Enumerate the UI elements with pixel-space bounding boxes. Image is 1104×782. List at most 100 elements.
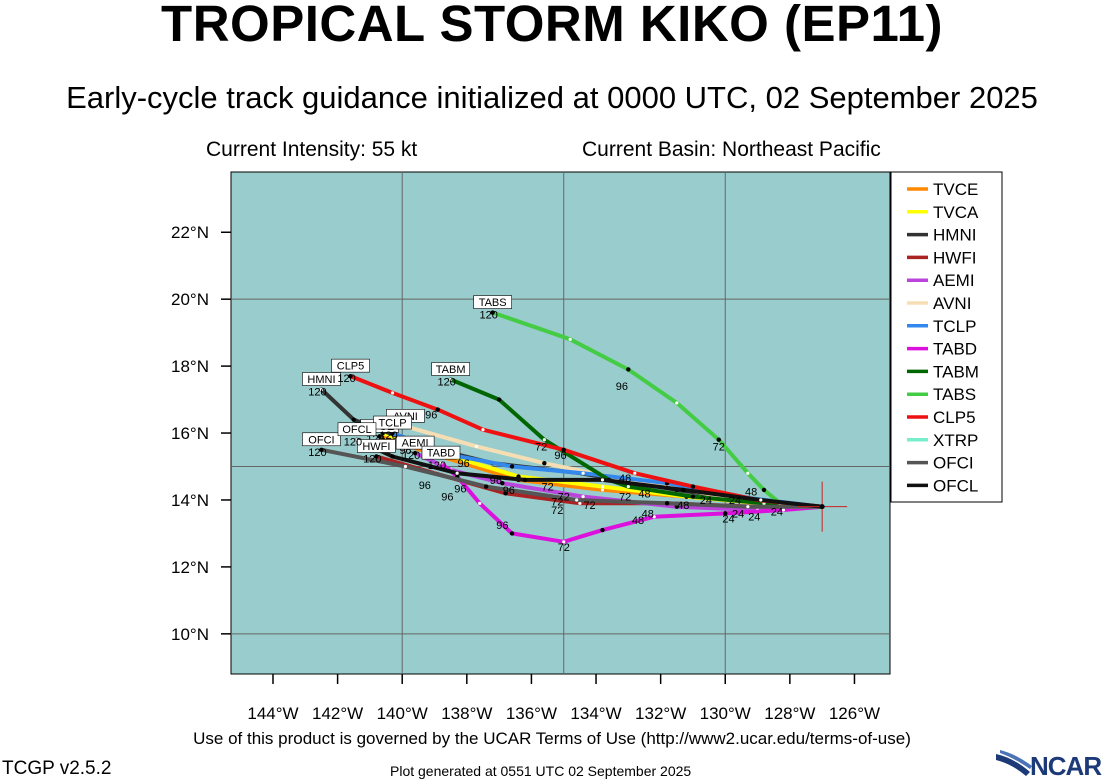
end-label-box [431, 362, 470, 376]
track-point [377, 434, 382, 439]
legend: TVCE TVCA HMNI HWFI AEMI AVNI TCLP TABD TABM TABS… [907, 180, 979, 495]
end-label-tabs: TABS [479, 297, 507, 309]
track-point [390, 391, 395, 395]
x-tick-label: 138°W [441, 704, 492, 723]
hour-label: 48 [619, 473, 631, 485]
x-tick-label: 132°W [635, 704, 686, 723]
track-point [781, 508, 785, 512]
track-point [439, 461, 443, 465]
hour-label: 48 [745, 487, 757, 499]
end-label-box [357, 439, 396, 453]
ncar-logo-icon [996, 750, 1032, 776]
hour-label: 72 [551, 497, 563, 509]
end-hour-label: 120 [437, 376, 455, 388]
y-tick-label: 22°N [171, 223, 209, 242]
track-point [600, 484, 605, 489]
end-hour-label: 120 [379, 430, 397, 442]
hour-label: 96 [419, 480, 431, 492]
end-hour-label: 120 [308, 447, 326, 459]
hour-label: 72 [541, 482, 553, 494]
hour-label: 96 [554, 450, 566, 462]
storm-position-marker [797, 481, 848, 532]
hour-label: 24 [748, 512, 760, 524]
track-point [542, 460, 547, 466]
hour-label: 72 [535, 441, 547, 453]
track-point [690, 494, 696, 499]
end-label-ofcl: OFCL [342, 424, 371, 436]
end-hour-label: 120 [363, 453, 381, 465]
hour-label: 24 [700, 495, 712, 507]
track-point [374, 454, 379, 459]
track-point [716, 437, 721, 442]
hour-label: 72 [583, 500, 595, 512]
track-point [652, 515, 656, 519]
track-point [412, 450, 418, 456]
end-hour-label: 120 [308, 387, 326, 399]
hour-label: 24 [729, 495, 741, 507]
version-label: TCGP v2.5.2 [2, 758, 112, 779]
track-point [455, 471, 459, 475]
track-point [319, 447, 324, 452]
y-tick-label: 16°N [171, 424, 209, 443]
legend-entry-tabs: TABS [933, 385, 976, 404]
end-label-hmni: HMNI [307, 374, 335, 386]
hour-label: 48 [638, 488, 650, 500]
y-tick-label: 10°N [171, 625, 209, 644]
track-point [348, 373, 353, 379]
chart-subtitle: Early-cycle track guidance initialized a… [66, 80, 1038, 115]
x-tick-label: 142°W [312, 704, 363, 723]
hour-label: 48 [632, 515, 644, 527]
end-label-tabm: TABM [436, 364, 466, 376]
legend-entry-aemi: AEMI [933, 271, 975, 290]
y-tick-label: 20°N [171, 290, 209, 309]
ncar-logo-text: NCAR [1030, 751, 1102, 781]
hour-label: 96 [454, 483, 466, 495]
legend-entry-hwfi: HWFI [933, 248, 976, 267]
track-point [509, 531, 515, 536]
hour-label: 96 [441, 492, 453, 504]
track-point [746, 505, 750, 509]
terms-of-use: Use of this product is governed by the U… [193, 729, 911, 748]
track-point [490, 310, 495, 315]
model-tracks [319, 310, 825, 544]
legend-entry-tvca: TVCA [933, 203, 979, 222]
legend-entry-tabm: TABM [933, 362, 979, 381]
end-label-ofci: OFCI [308, 434, 334, 446]
track-point [503, 491, 508, 496]
track-point [435, 407, 440, 412]
end-label-box [302, 372, 341, 386]
hour-label: 96 [503, 485, 515, 497]
hour-label: 96 [490, 475, 502, 487]
hour-label: 72 [619, 492, 631, 504]
track-point [626, 484, 630, 489]
x-tick-label: 144°W [247, 704, 298, 723]
track-point [474, 444, 479, 449]
hour-label: 72 [558, 542, 570, 554]
track-line-tabd [439, 461, 825, 544]
end-label-box [331, 358, 370, 373]
end-label-clp5: CLP5 [337, 361, 365, 373]
x-tick-label: 130°W [700, 704, 751, 723]
track-point [600, 527, 605, 533]
track-point [675, 401, 679, 405]
track-point [690, 484, 696, 489]
track-point [681, 487, 686, 493]
track-point [746, 471, 750, 475]
legend-entry-ofci: OFCI [933, 454, 974, 473]
end-label-tclp: TCLP [378, 418, 406, 430]
track-point [390, 454, 395, 459]
legend-box [890, 171, 1003, 503]
track-point [319, 387, 324, 392]
end-label-box [337, 422, 377, 437]
x-tick-label: 128°W [764, 704, 815, 723]
current-basin: Current Basin: Northeast Pacific [582, 138, 881, 161]
current-intensity: Current Intensity: 55 kt [206, 138, 418, 161]
y-tick-label: 14°N [171, 491, 209, 510]
generated-time: Plot generated at 0551 UTC 02 September … [390, 763, 692, 779]
end-label-box [421, 445, 461, 460]
legend-entry-tclp: TCLP [933, 317, 976, 336]
track-point [626, 367, 631, 372]
track-point [581, 471, 585, 475]
